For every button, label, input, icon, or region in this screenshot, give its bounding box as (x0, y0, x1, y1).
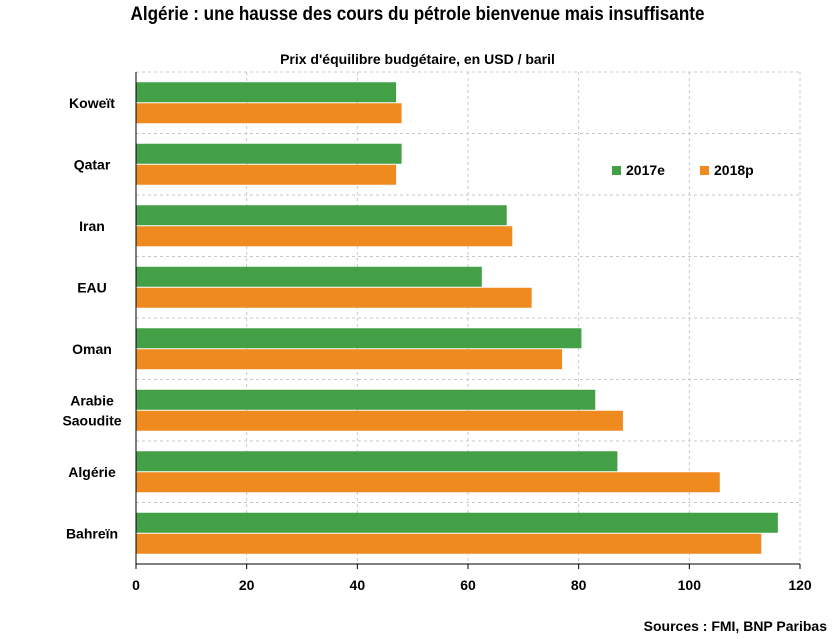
x-axis: 0 20 40 60 80 100 120 (132, 72, 812, 593)
chart-title: Algérie : une hausse des cours du pétrol… (130, 4, 705, 25)
x-tick-label: 40 (350, 577, 366, 593)
bar-2017e-2 (136, 205, 507, 226)
category-label: Bahreïn (66, 525, 118, 541)
category-label: Arabie Saoudite (62, 392, 121, 428)
chart-subtitle: Prix d'équilibre budgétaire, en USD / ba… (280, 51, 555, 67)
bar-2017e-6 (136, 451, 618, 472)
bar-2017e-5 (136, 389, 596, 410)
category-label: Qatar (74, 156, 111, 172)
legend-label-2017e: 2017e (626, 162, 665, 178)
category-label: EAU (77, 279, 107, 295)
category-label: Algérie (68, 464, 116, 480)
legend-swatch-2017e (612, 166, 621, 175)
category-label: Iran (79, 218, 105, 234)
x-tick-label: 120 (788, 577, 812, 593)
bar-2017e-3 (136, 266, 482, 287)
bar-2017e-1 (136, 143, 402, 164)
bar-2017e-0 (136, 82, 397, 103)
category-label: Koweït (69, 95, 115, 111)
source-note: Sources : FMI, BNP Paribas (643, 618, 827, 634)
x-tick-label: 20 (239, 577, 255, 593)
legend: 2017e 2018p (612, 162, 754, 178)
bar-2018p-3 (136, 287, 532, 308)
legend-label-2018p: 2018p (714, 162, 754, 178)
bar-2018p-5 (136, 410, 623, 431)
x-tick-label: 80 (571, 577, 587, 593)
category-labels: Koweït Qatar Iran EAU Oman Arabie Saoudite Algé… (62, 95, 121, 542)
category-label: Oman (72, 341, 112, 357)
x-tick-label: 0 (132, 577, 140, 593)
bar-2018p-6 (136, 472, 720, 493)
bar-2018p-2 (136, 226, 513, 247)
bar-2017e-7 (136, 512, 778, 533)
bar-2018p-0 (136, 103, 402, 124)
bar-2018p-1 (136, 164, 397, 185)
legend-swatch-2018p (700, 166, 709, 175)
x-tick-label: 100 (678, 577, 702, 593)
bar-2017e-4 (136, 328, 582, 349)
bar-2018p-4 (136, 349, 563, 370)
bars (136, 82, 778, 554)
bar-2018p-7 (136, 533, 762, 554)
x-tick-label: 60 (460, 577, 476, 593)
